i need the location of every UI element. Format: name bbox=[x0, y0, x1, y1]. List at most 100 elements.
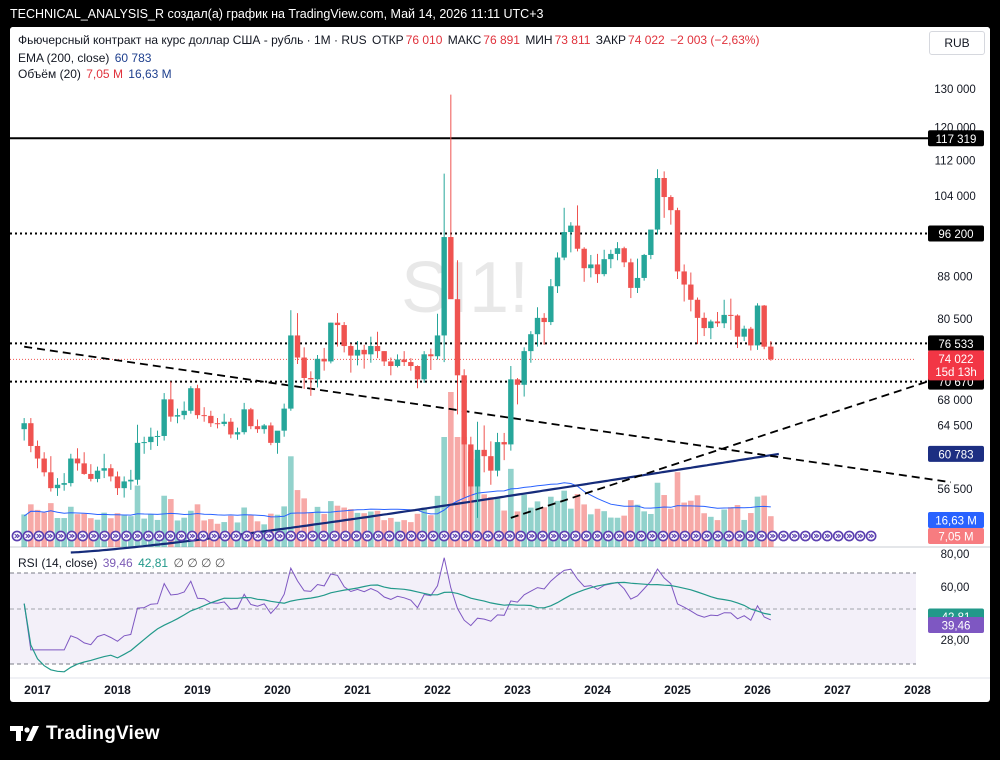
candle-body bbox=[688, 284, 694, 300]
volume-bar bbox=[21, 514, 27, 547]
level-badge-bg bbox=[928, 335, 984, 352]
volume-bar bbox=[708, 516, 714, 547]
event-marker-arrow bbox=[529, 533, 535, 539]
volume-bar bbox=[574, 494, 581, 547]
event-marker-arrow bbox=[288, 533, 294, 539]
volume-bar bbox=[501, 510, 507, 547]
volume-bar bbox=[554, 500, 561, 547]
event-marker-arrow bbox=[156, 533, 163, 539]
candle-body bbox=[321, 358, 327, 362]
legend-ema-row[interactable]: EMA (200, close) 60 783 bbox=[18, 51, 153, 65]
event-marker-arrow bbox=[200, 533, 207, 539]
candle-body bbox=[368, 346, 374, 355]
candle-body bbox=[408, 362, 414, 367]
volume-bar bbox=[448, 392, 454, 547]
candle-body bbox=[721, 314, 727, 324]
candle-body bbox=[154, 435, 161, 437]
volume-bar bbox=[628, 500, 634, 547]
volume-sma-badge: 16,63 M bbox=[935, 516, 977, 528]
rsi-value: 39,46 bbox=[102, 556, 133, 570]
candle-body bbox=[201, 415, 207, 417]
volume-bar bbox=[308, 512, 314, 547]
event-marker-arrow bbox=[594, 533, 601, 539]
candle-body bbox=[601, 259, 607, 275]
event-marker-arrow bbox=[627, 533, 634, 539]
level-badge: 76 533 bbox=[938, 339, 973, 351]
candle-body bbox=[334, 322, 341, 326]
event-marker-arrow bbox=[485, 533, 492, 539]
event-marker-arrow bbox=[178, 533, 185, 539]
event-marker-arrow bbox=[802, 533, 809, 539]
event-marker-arrow bbox=[375, 533, 382, 539]
event-marker-arrow bbox=[277, 533, 283, 539]
event-marker-arrow bbox=[25, 533, 32, 539]
volume-bar bbox=[281, 506, 287, 547]
volume-bar bbox=[228, 515, 234, 547]
volume-bar bbox=[734, 505, 741, 547]
volume-bar bbox=[148, 514, 154, 547]
change-value: −2 003 (−2,63%) bbox=[670, 33, 760, 47]
rsi-ma-line bbox=[23, 581, 771, 673]
candle-body bbox=[461, 375, 467, 445]
volume-value-current: 7,05 M bbox=[86, 67, 123, 81]
event-marker-arrow bbox=[671, 533, 678, 539]
event-marker-arrow bbox=[101, 533, 108, 539]
candle-body bbox=[174, 415, 181, 417]
level-badge: 117 319 bbox=[936, 134, 977, 146]
volume-bar bbox=[661, 495, 667, 547]
open-label: ОТКР bbox=[372, 33, 404, 47]
volume-bar bbox=[728, 507, 734, 547]
event-marker-arrow bbox=[605, 533, 612, 539]
candle-body bbox=[548, 286, 554, 323]
volume-bar bbox=[654, 482, 661, 547]
volume-bar bbox=[241, 507, 247, 547]
volume-bar bbox=[34, 509, 41, 547]
candle-body bbox=[554, 257, 561, 287]
time-tick-label: 2027 bbox=[824, 683, 851, 697]
legend-rsi-row[interactable]: RSI (14, close) 39,46 42,81 ∅ ∅ ∅ ∅ bbox=[18, 556, 227, 570]
candle-body bbox=[241, 409, 247, 433]
volume-bar bbox=[568, 508, 574, 547]
event-marker-arrow bbox=[342, 533, 349, 539]
currency-button[interactable]: RUB bbox=[929, 31, 985, 55]
event-marker-arrow bbox=[693, 533, 700, 539]
candle-body bbox=[361, 349, 367, 355]
volume-bar bbox=[248, 514, 254, 547]
candle-body bbox=[674, 210, 681, 272]
candle-body bbox=[101, 468, 107, 471]
volume-bar bbox=[194, 504, 201, 547]
candle-body bbox=[628, 262, 634, 288]
event-marker-arrow bbox=[835, 533, 842, 539]
event-marker-arrow bbox=[47, 533, 54, 539]
event-marker-arrow bbox=[255, 533, 262, 539]
candle-body bbox=[728, 314, 734, 316]
volume-bar bbox=[534, 501, 541, 547]
candle-body bbox=[754, 305, 761, 346]
candle-body bbox=[54, 484, 61, 489]
candle-body bbox=[494, 442, 501, 471]
legend-volume-row[interactable]: Объём (20) 7,05 M 16,63 M bbox=[18, 67, 174, 81]
candle-body bbox=[374, 346, 381, 352]
volume-bar bbox=[334, 505, 341, 547]
event-marker-arrow bbox=[353, 533, 360, 539]
volume-bar bbox=[634, 504, 641, 547]
event-marker-arrow bbox=[91, 533, 97, 539]
candle-body bbox=[714, 321, 721, 324]
volume-bar bbox=[721, 509, 727, 547]
ema-badge: 60 783 bbox=[938, 449, 973, 461]
time-tick-label: 2023 bbox=[504, 683, 531, 697]
rsi-tick-label: 28,00 bbox=[941, 635, 970, 647]
candle-body bbox=[608, 253, 614, 260]
volume-bar bbox=[188, 510, 194, 547]
volume-bar bbox=[74, 514, 81, 547]
volume-bar bbox=[368, 511, 374, 547]
candle-body bbox=[468, 444, 474, 487]
candle-body bbox=[641, 254, 647, 278]
candle-body bbox=[748, 328, 754, 346]
chart-panel[interactable]: SI1! 130 000 120 000 112 000 104 000 88 000 8… bbox=[10, 27, 990, 702]
event-marker-arrow bbox=[824, 533, 831, 539]
event-marker-arrow bbox=[638, 533, 645, 539]
level-badge: 96 200 bbox=[938, 229, 973, 241]
candle-body bbox=[274, 430, 281, 443]
